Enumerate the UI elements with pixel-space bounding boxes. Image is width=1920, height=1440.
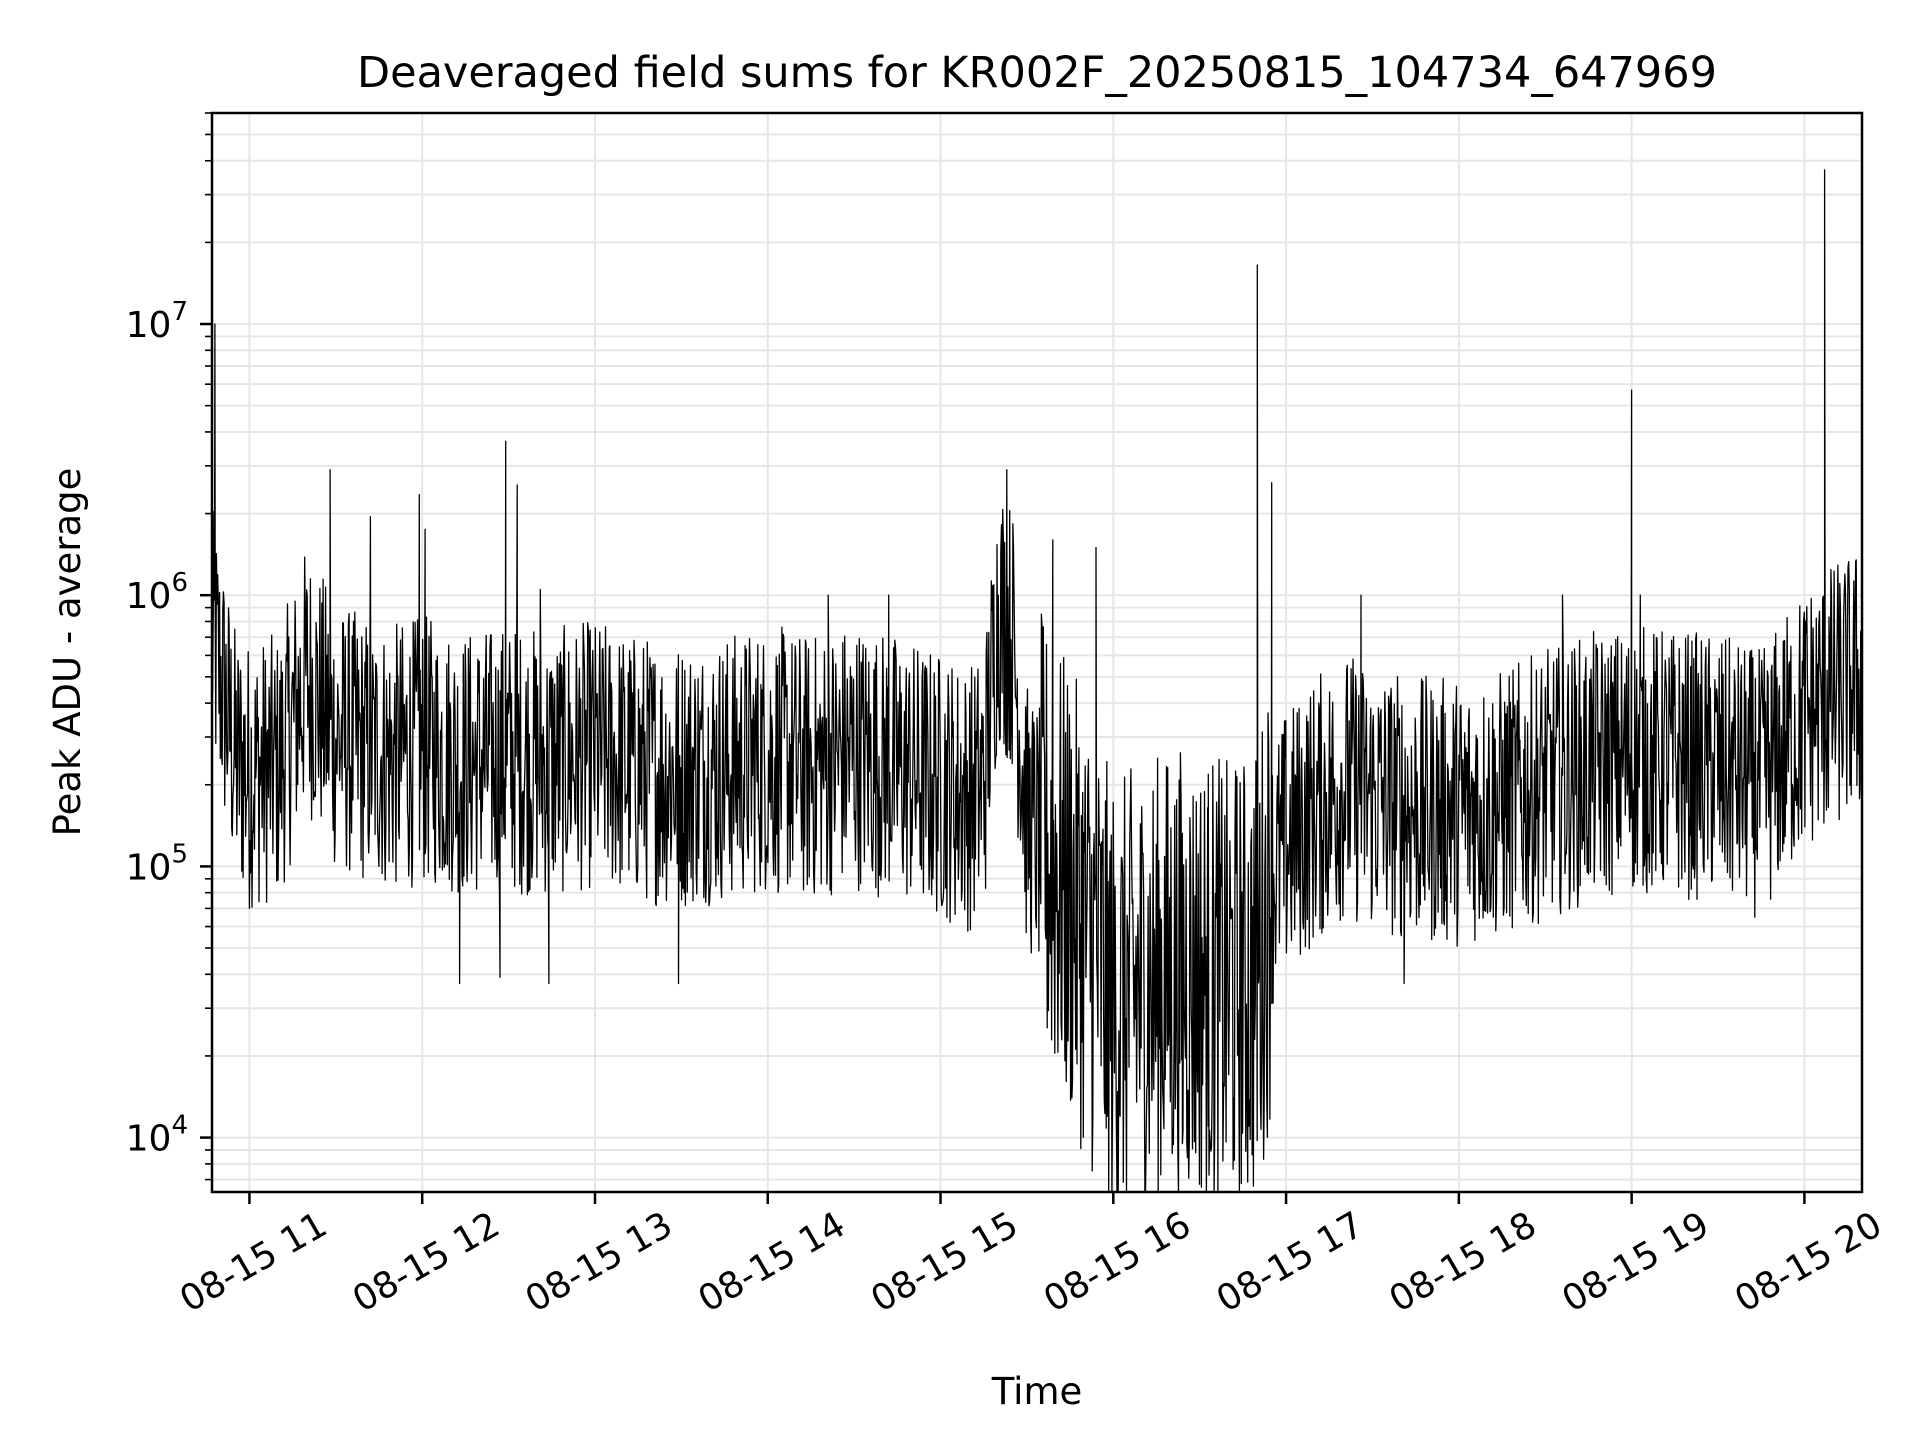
x-axis-label: Time xyxy=(991,1370,1083,1413)
series-line xyxy=(211,169,1863,1193)
y-tick-label: 106 xyxy=(126,568,188,617)
y-tick-label-exponent: 6 xyxy=(171,568,188,598)
y-axis-label: Peak ADU - average xyxy=(46,468,89,837)
y-tick-label-exponent: 7 xyxy=(171,297,188,327)
y-tick-label-base: 10 xyxy=(126,305,172,346)
y-tick-label-base: 10 xyxy=(126,1119,172,1160)
y-tick-label: 107 xyxy=(126,297,188,346)
series-layer xyxy=(211,169,1863,1193)
y-tick-label-exponent: 4 xyxy=(171,1111,188,1141)
chart-title: Deaveraged field sums for KR002F_2025081… xyxy=(357,48,1717,98)
y-tick-label-exponent: 5 xyxy=(171,839,188,869)
plot-frame xyxy=(210,111,1864,1194)
y-tick-label-base: 10 xyxy=(126,576,172,617)
y-tick-label-base: 10 xyxy=(126,847,172,888)
y-tick-label: 105 xyxy=(126,839,188,888)
axis-ticks xyxy=(200,112,1806,1204)
y-tick-label: 104 xyxy=(126,1111,188,1160)
